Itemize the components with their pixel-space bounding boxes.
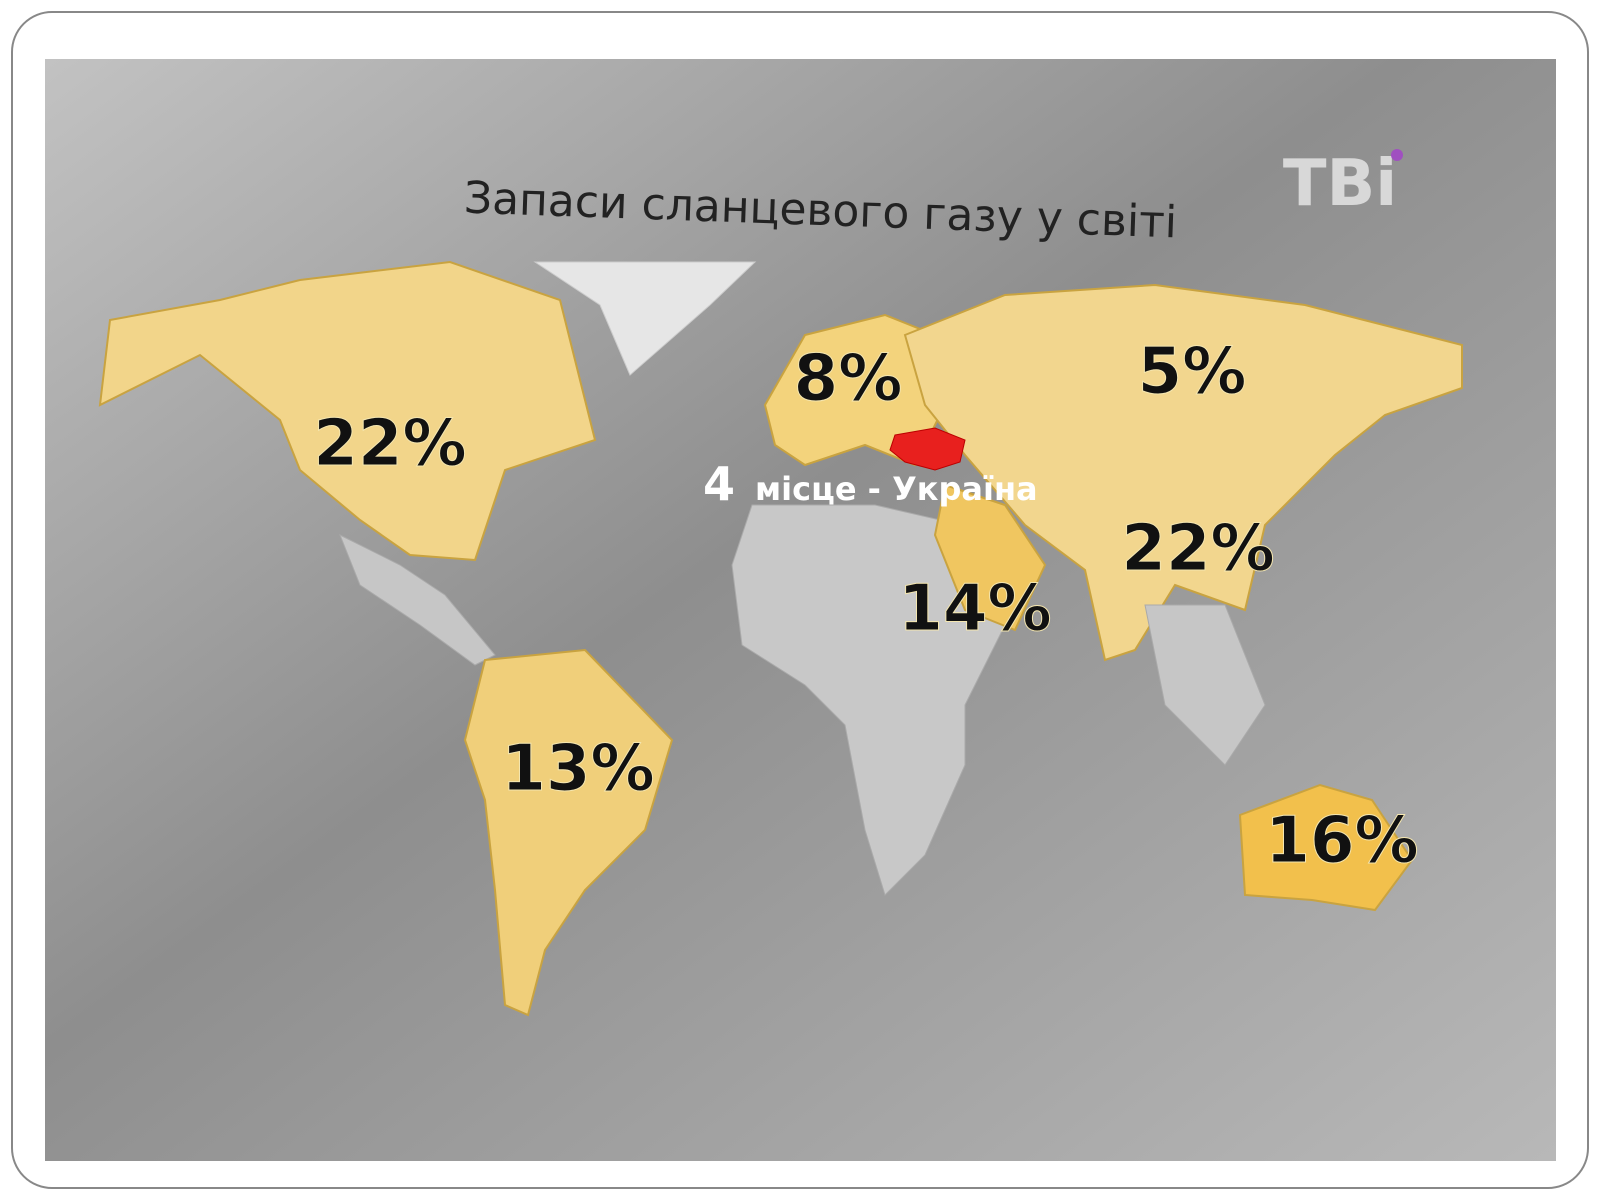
australia	[1238, 783, 1414, 912]
ukraine	[889, 427, 966, 471]
world-map	[98, 260, 1463, 1017]
southeast-asia	[1144, 604, 1266, 766]
channel-logo: ТВі	[1283, 147, 1397, 221]
asia	[903, 283, 1463, 662]
region-label: 5%	[1138, 335, 1247, 409]
region-label: 14%	[898, 572, 1051, 646]
region-label: 22%	[1121, 512, 1274, 586]
region-label: 8%	[794, 342, 903, 416]
greenland	[533, 261, 757, 376]
middle-east	[933, 483, 1047, 632]
region-label: 16%	[1265, 804, 1418, 878]
south-america	[463, 648, 674, 1017]
logo-dot	[1391, 149, 1403, 161]
north-america	[98, 260, 597, 562]
rank-number: 4	[703, 457, 735, 511]
region-label: 13%	[501, 732, 654, 806]
region-label: 22%	[313, 407, 466, 481]
rank-text: місце - Україна	[755, 470, 1038, 508]
